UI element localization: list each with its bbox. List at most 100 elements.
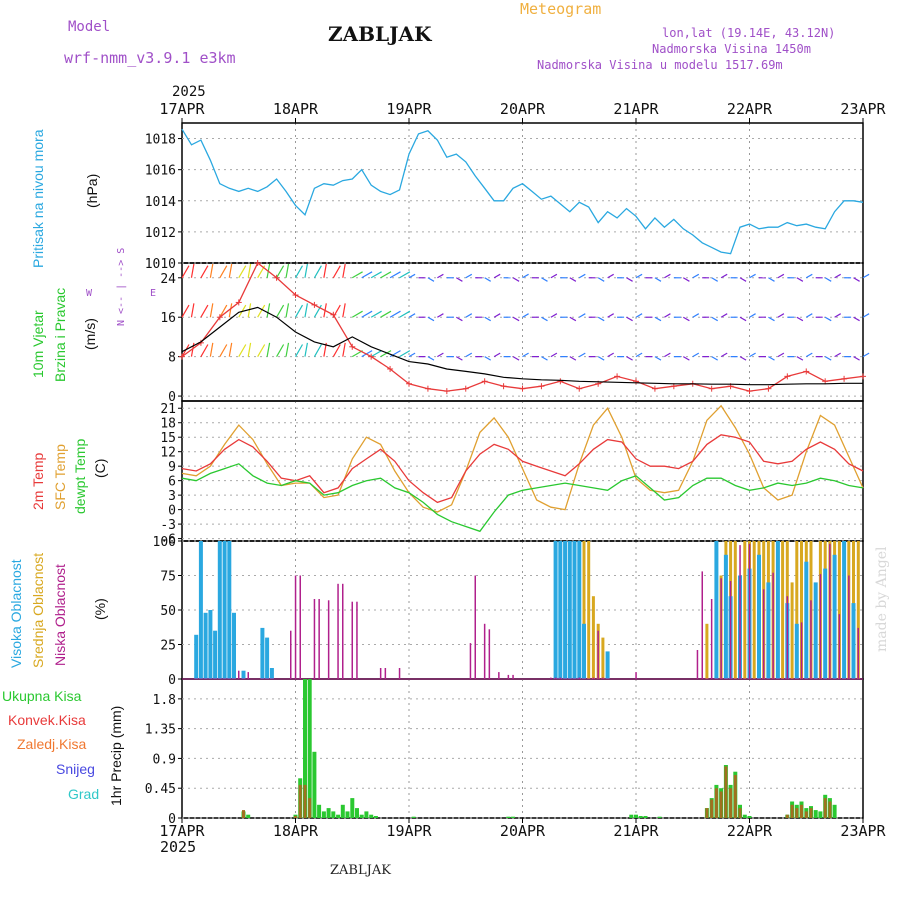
total-precip-bar <box>506 817 510 818</box>
low-cloud-bar <box>356 602 358 679</box>
conv-precip-bar <box>242 810 245 818</box>
total-precip-bar <box>658 817 662 818</box>
high-cloud-bar <box>814 582 818 679</box>
total-precip-bar <box>814 810 818 818</box>
cloud-title-3: Niska Oblacnost <box>52 564 68 666</box>
wind-barb <box>627 357 633 360</box>
wind-barb <box>608 314 614 318</box>
high-cloud-bar <box>804 562 808 679</box>
wind-barb <box>551 274 557 277</box>
wind-barb <box>721 274 727 277</box>
wind-barb <box>541 317 547 320</box>
wind-barb <box>210 264 212 278</box>
wind-barb <box>437 274 443 277</box>
high-cloud-bar <box>833 555 837 679</box>
total-precip-bar <box>634 815 638 818</box>
wind-barb <box>664 274 670 277</box>
low-cloud-bar <box>697 650 699 679</box>
wind-barb <box>437 353 443 357</box>
wind-barb <box>721 353 727 357</box>
low-cloud-bar <box>787 596 789 679</box>
model-label: Model <box>68 19 110 35</box>
total-precip-bar <box>360 815 364 818</box>
mid-cloud-bar <box>587 541 590 679</box>
mid-cloud-bar <box>601 638 604 679</box>
wind-barb <box>428 278 434 282</box>
lonlat: lon,lat (19.14E, 43.12N) <box>662 26 835 40</box>
wind-barb <box>267 303 269 317</box>
low-cloud-bar <box>772 573 774 679</box>
wind-barb <box>551 353 557 357</box>
wind-barb <box>627 278 633 282</box>
mid-cloud-bar <box>753 541 756 679</box>
y-tick-label: 3 <box>168 489 176 504</box>
legend-snijeg: Snijeg <box>56 761 95 777</box>
conv-precip-bar <box>800 805 803 818</box>
total-precip-bar <box>743 815 747 818</box>
low-cloud-bar <box>498 672 500 679</box>
wind-barb <box>494 353 500 357</box>
wind-barb <box>314 266 321 278</box>
y-tick-label: 18 <box>160 417 176 432</box>
wind-barb <box>296 345 303 357</box>
wind-barb <box>314 345 321 357</box>
mid-cloud-bar <box>734 541 737 679</box>
wind-barb <box>598 278 604 282</box>
x-tick-bottom-label: 21APR <box>613 822 659 840</box>
wind-barb <box>551 314 557 318</box>
y-tick-label: 100 <box>153 535 176 550</box>
wind-barb <box>797 357 803 360</box>
wind-compass-w: W <box>86 288 92 299</box>
wind-barb <box>390 311 400 317</box>
wind-barb <box>381 311 391 317</box>
wind-barb <box>191 303 193 317</box>
high-cloud-bar <box>563 541 567 679</box>
low-cloud-bar <box>512 675 514 679</box>
wind-barb <box>210 303 212 317</box>
wind-barb <box>229 264 231 278</box>
high-cloud-bar <box>270 668 274 679</box>
wind-barb <box>343 303 345 317</box>
conv-precip-bar <box>715 788 718 818</box>
low-cloud-bar <box>739 545 741 679</box>
conv-precip-bar <box>308 798 311 818</box>
wind-barb <box>182 266 189 278</box>
wind-barb <box>220 266 227 278</box>
high-cloud-bar <box>223 541 227 679</box>
total-precip-bar <box>355 808 359 818</box>
y-tick-label: 1014 <box>145 195 176 210</box>
wind-barb <box>494 274 500 277</box>
wind-barb <box>863 274 869 277</box>
high-cloud-bar <box>573 541 577 679</box>
conv-precip-bar <box>304 785 307 818</box>
wind-barb <box>428 317 434 320</box>
wind-barb <box>371 311 381 317</box>
conv-precip-bar <box>810 808 813 818</box>
wind-barb <box>210 343 212 357</box>
conv-precip-bar <box>720 792 723 819</box>
high-cloud-bar <box>242 671 246 679</box>
total-precip-bar <box>331 811 335 818</box>
wind-barb <box>712 317 718 320</box>
wind-barb <box>683 278 689 282</box>
high-cloud-bar <box>823 569 827 679</box>
wind-barb <box>740 278 746 282</box>
wind-barb <box>806 314 812 318</box>
total-precip-bar <box>374 816 378 818</box>
low-cloud-bar <box>720 578 722 679</box>
wind-barb <box>182 305 189 317</box>
wind-barb <box>806 274 812 277</box>
high-cloud-bar <box>218 541 222 679</box>
wind-barb <box>721 314 727 318</box>
conv-precip-bar <box>299 785 302 818</box>
high-cloud-bar <box>606 651 610 679</box>
high-cloud-bar <box>199 541 203 679</box>
wind-barb <box>664 353 670 357</box>
wind-barb <box>579 353 585 357</box>
high-cloud-bar <box>265 638 269 679</box>
mid-cloud-bar <box>781 541 784 679</box>
elevation: Nadmorska Visina 1450m <box>652 42 811 56</box>
low-cloud-bar <box>295 576 297 680</box>
legend-zaledj: Zaledj.Kisa <box>17 736 86 752</box>
wind-barb <box>750 314 756 318</box>
